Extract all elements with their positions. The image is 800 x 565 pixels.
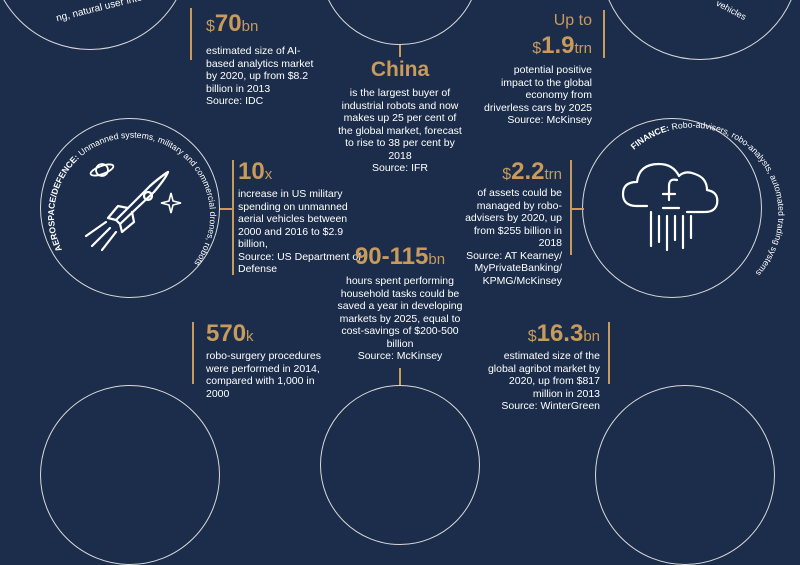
- top-left-stat: $70bn: [206, 10, 259, 37]
- top-center-circle: [320, 0, 480, 45]
- top-right-stat: $1.9trn: [532, 32, 592, 59]
- finance-desc: of assets could be managed by robo-advis…: [465, 187, 562, 287]
- bottom-center-connector: [399, 368, 401, 385]
- agribot-desc: estimated size of the global agribot mar…: [487, 350, 600, 412]
- top-right-circle: [600, 0, 800, 60]
- cloud-pound-icon: [621, 162, 719, 252]
- finance-connector-h: [570, 208, 584, 210]
- finance-arc-text: FINANCE: Robo-advisers, robo-analysts, a…: [629, 120, 787, 279]
- top-center-connector: [399, 45, 401, 57]
- top-left-desc: estimated size of AI-based analytics mar…: [206, 45, 314, 107]
- aerospace-desc: increase in US military spending on unma…: [238, 188, 362, 275]
- surgery-connector: [192, 322, 194, 384]
- agribot-stat: $16.3bn: [527, 320, 600, 347]
- bottom-left-circle: [40, 385, 220, 565]
- aerospace-stat: 10x: [238, 158, 273, 185]
- finance-connector-v: [570, 160, 572, 255]
- agribot-connector: [608, 322, 610, 384]
- household-stat: 90-115bn: [354, 243, 446, 270]
- surgery-stat: 570k: [206, 320, 254, 347]
- aerospace-connector-h: [220, 208, 232, 210]
- household-desc: hours spent performing household tasks c…: [337, 275, 463, 362]
- aerospace-connector-v: [232, 160, 234, 275]
- rocket-icon: [84, 170, 170, 252]
- top-right-desc: potential positive impact to the global …: [484, 64, 592, 126]
- top-left-connector: [190, 8, 192, 60]
- china-desc: is the largest buyer of industrial robot…: [338, 87, 462, 174]
- top-right-connector: [603, 10, 605, 58]
- finance-stat: $2.2trn: [502, 158, 562, 185]
- top-right-pre: Up to: [553, 12, 592, 29]
- surgery-desc: robo-surgery procedures were performed i…: [206, 350, 321, 400]
- china-title: China: [370, 58, 430, 81]
- bottom-center-circle: [320, 385, 480, 545]
- planet-icon: [89, 163, 115, 177]
- star-icon: [160, 192, 182, 214]
- bottom-right-circle: [595, 385, 775, 565]
- aerospace-circle: [40, 118, 220, 298]
